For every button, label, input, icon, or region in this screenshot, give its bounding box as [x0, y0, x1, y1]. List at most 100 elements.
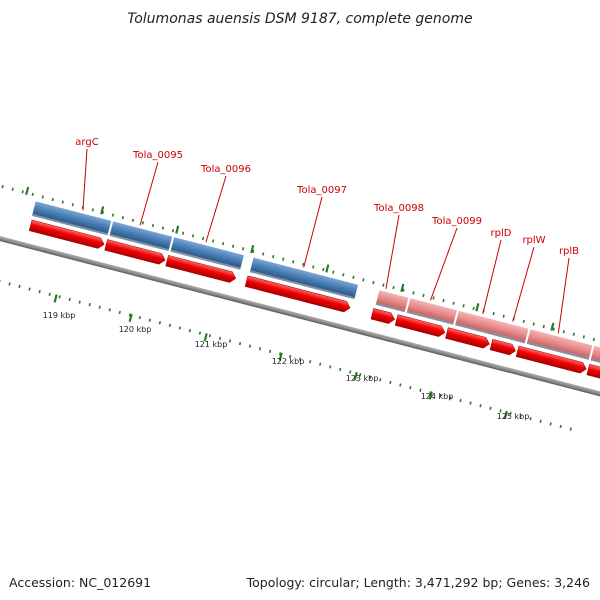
tick-label: 125 kbp [497, 412, 530, 421]
minor-tick [171, 229, 175, 233]
minor-tick [218, 336, 222, 341]
minor-tick [332, 270, 335, 274]
minor-tick [71, 203, 74, 207]
genome-stats-text: Topology: circular; Length: 3,471,292 bp… [246, 575, 590, 590]
minor-tick [419, 388, 422, 392]
gene-box [170, 237, 244, 268]
minor-tick [549, 422, 552, 426]
minor-tick [201, 236, 205, 241]
minor-tick [569, 427, 572, 431]
gene-box-shadow [249, 270, 355, 300]
tick-label: 120 kbp [119, 325, 152, 334]
gene-arrow [394, 314, 446, 337]
tick-label: 119 kbp [43, 311, 76, 320]
minor-tick [141, 221, 145, 225]
minor-tick [502, 314, 505, 318]
gene-label-leader [512, 246, 535, 322]
minor-tick [138, 315, 141, 320]
minor-tick [422, 293, 425, 298]
gene-box [250, 257, 359, 298]
minor-tick [208, 334, 212, 338]
tick-label-layer: 119 kbp 120 kbp 121 kbp 122 kbp 123 kbp 124 k… [43, 311, 530, 421]
minor-tick [262, 252, 265, 256]
minor-tick [268, 349, 272, 353]
gene-arrow [586, 363, 600, 389]
minor-tick [168, 323, 172, 328]
major-tick [175, 225, 180, 234]
gene-label-leader [430, 227, 458, 301]
minor-tick [432, 296, 435, 300]
gene-arrow-track [28, 219, 600, 389]
gene-label: rplB [559, 246, 579, 257]
minor-tick [91, 208, 94, 212]
gene-arrow [165, 255, 237, 283]
minor-tick [178, 326, 182, 330]
minor-tick [339, 367, 342, 372]
minor-tick [542, 324, 545, 329]
minor-tick [309, 360, 312, 364]
minor-tick [78, 300, 81, 304]
minor-tick [439, 393, 442, 398]
minor-tick [148, 318, 151, 322]
minor-tick [452, 301, 455, 305]
major-tick [128, 313, 133, 322]
minor-tick [492, 311, 495, 316]
minor-tick [329, 365, 332, 369]
minor-tick [11, 187, 14, 191]
minor-tick [58, 295, 61, 299]
minor-tick [248, 344, 252, 348]
gene-arrow [489, 338, 516, 356]
major-tick [353, 371, 358, 381]
gene-arrow [515, 345, 587, 374]
minor-tick [592, 337, 596, 342]
minor-tick [399, 383, 402, 387]
minor-tick [282, 257, 285, 261]
minor-tick [529, 417, 532, 421]
minor-tick [469, 401, 472, 405]
inner-tick-track [0, 279, 572, 431]
minor-tick [108, 308, 111, 312]
major-tick [100, 206, 105, 215]
gene-label: Tola_0099 [431, 216, 482, 227]
minor-tick [61, 200, 64, 204]
minor-tick [1, 184, 4, 189]
minor-tick [372, 280, 375, 285]
minor-tick [258, 347, 262, 351]
gene-arrow [445, 327, 490, 349]
minor-tick [559, 424, 562, 429]
gene-arrow [104, 239, 166, 265]
major-tick [475, 303, 480, 312]
minor-tick [342, 273, 345, 277]
minor-tick [21, 190, 24, 194]
gene-arrow [370, 308, 395, 324]
gene-label-leader [205, 175, 227, 243]
minor-tick [288, 354, 292, 359]
minor-tick [211, 239, 215, 243]
gene-box-shadow [31, 213, 108, 236]
minor-tick [31, 192, 34, 197]
major-tick [428, 391, 433, 400]
minor-tick [459, 398, 462, 403]
minor-tick [292, 260, 295, 264]
minor-tick [51, 197, 54, 202]
genome-backbone [0, 206, 600, 412]
minor-tick [181, 231, 185, 235]
gene-label: Tola_0097 [296, 185, 347, 196]
gene-box [109, 221, 173, 250]
minor-tick [38, 290, 41, 294]
minor-tick [322, 267, 325, 272]
minor-tick [319, 362, 322, 366]
minor-tick [151, 223, 155, 228]
minor-tick [241, 247, 245, 251]
minor-tick [409, 385, 412, 390]
map-title: Tolumonas auensis DSM 9187, complete gen… [127, 11, 472, 27]
minor-tick [88, 303, 91, 307]
minor-tick [68, 297, 71, 302]
gene-label: Tola_0098 [373, 203, 424, 214]
gene-box-shadow [170, 249, 241, 270]
minor-tick [472, 306, 475, 311]
minor-tick [442, 298, 445, 303]
major-tick [53, 294, 58, 303]
minor-tick [8, 282, 11, 286]
